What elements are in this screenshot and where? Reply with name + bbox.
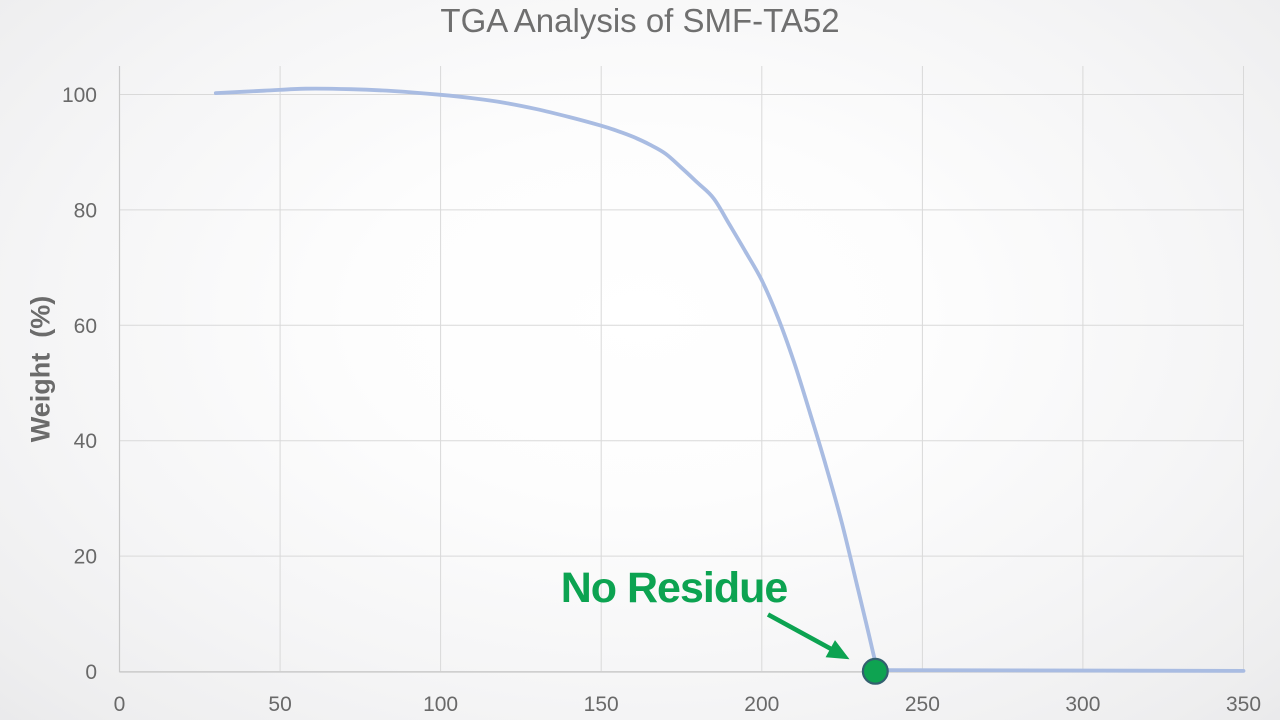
svg-text:60: 60 (74, 315, 97, 338)
svg-text:50: 50 (268, 693, 291, 716)
svg-text:100: 100 (423, 693, 458, 716)
svg-text:150: 150 (584, 693, 619, 716)
svg-text:100: 100 (62, 84, 97, 107)
svg-text:80: 80 (74, 199, 97, 222)
svg-text:TGA Analysis of SMF-TA52: TGA Analysis of SMF-TA52 (440, 2, 839, 39)
svg-text:20: 20 (74, 546, 97, 569)
svg-text:40: 40 (74, 430, 97, 453)
svg-text:0: 0 (114, 693, 126, 716)
svg-text:Weight (%): Weight (%) (26, 296, 56, 442)
svg-text:350: 350 (1226, 693, 1261, 716)
svg-text:300: 300 (1065, 693, 1100, 716)
svg-text:0: 0 (85, 661, 97, 684)
svg-text:No Residue: No Residue (561, 564, 788, 612)
svg-text:200: 200 (744, 693, 779, 716)
svg-text:250: 250 (905, 693, 940, 716)
